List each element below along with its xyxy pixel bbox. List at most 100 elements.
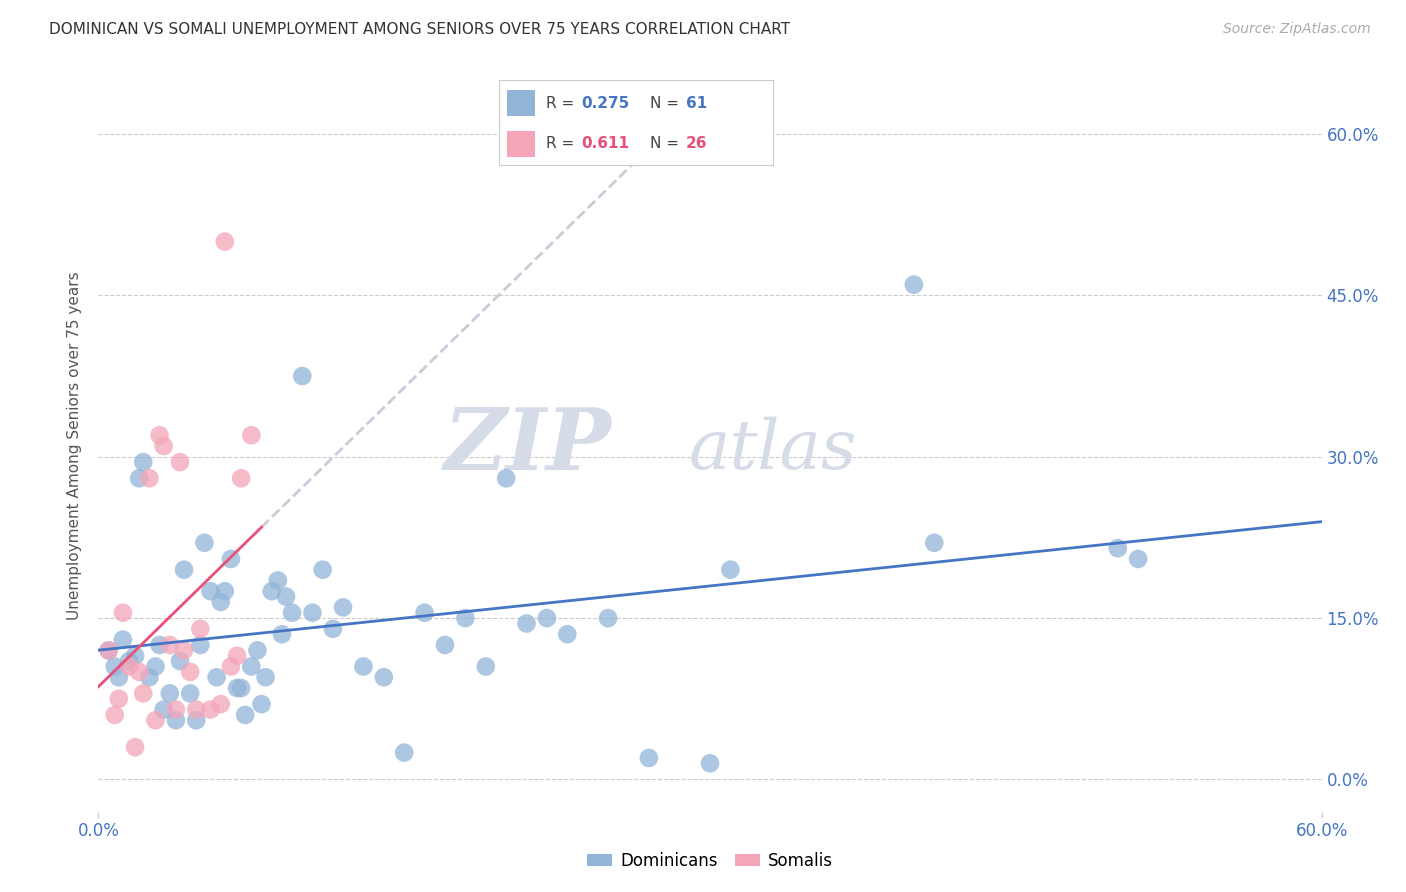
Point [332,600,354,615]
Point [124,648,146,663]
Point [233,707,256,722]
Point [254,670,277,684]
Point [173,643,195,657]
Point [454,611,477,625]
Text: ZIP: ZIP [444,404,612,488]
Point [214,584,236,599]
Point [186,702,208,716]
Text: DOMINICAN VS SOMALI UNEMPLOYMENT AMONG SENIORS OVER 75 YEARS CORRELATION CHART: DOMINICAN VS SOMALI UNEMPLOYMENT AMONG S… [49,22,790,37]
Point [173,563,195,577]
Point [118,659,141,673]
FancyBboxPatch shape [508,131,534,157]
Point [322,622,344,636]
Text: 0.611: 0.611 [582,136,630,152]
Point [312,563,335,577]
Point [231,471,253,485]
Point [240,428,263,442]
Point [132,455,155,469]
Point [188,622,212,636]
Text: R =: R = [546,95,579,111]
Point [152,439,174,453]
Point [149,428,172,442]
Point [226,648,249,663]
Point [214,235,236,249]
Point [903,277,925,292]
Point [226,681,249,695]
Point [145,659,167,673]
Point [638,751,661,765]
Text: R =: R = [546,136,583,152]
Point [165,714,187,728]
Point [231,681,253,695]
Point [104,659,127,673]
Point [301,606,323,620]
Point [169,654,191,668]
Point [111,632,134,647]
Point [250,697,273,711]
Point [240,659,263,673]
Point [132,686,155,700]
Point [128,665,150,679]
Point [118,654,141,668]
Point [922,536,945,550]
Point [169,455,191,469]
Point [373,670,395,684]
Point [557,627,579,641]
Point [108,691,131,706]
Point [209,697,232,711]
Point [219,552,242,566]
Point [200,702,222,716]
Point [138,670,160,684]
Point [179,686,201,700]
Point [598,611,620,625]
Point [149,638,172,652]
Point [281,606,304,620]
Point [159,638,181,652]
Text: 61: 61 [686,95,707,111]
Point [352,659,374,673]
Point [267,574,290,588]
Point [124,740,146,755]
Point [188,638,212,652]
FancyBboxPatch shape [508,90,534,116]
Text: 26: 26 [686,136,707,152]
Point [179,665,201,679]
Point [152,702,174,716]
Point [495,471,517,485]
Point [97,643,120,657]
Point [111,606,134,620]
Text: N =: N = [650,95,683,111]
Point [219,659,242,673]
Point [165,702,187,716]
Point [104,707,127,722]
Point [474,659,498,673]
Text: N =: N = [650,136,683,152]
Point [193,536,215,550]
Point [291,369,314,384]
Point [1128,552,1150,566]
Y-axis label: Unemployment Among Seniors over 75 years: Unemployment Among Seniors over 75 years [67,272,83,620]
Point [246,643,269,657]
Point [516,616,538,631]
Point [138,471,160,485]
Point [200,584,222,599]
Point [128,471,150,485]
Point [145,714,167,728]
Point [159,686,181,700]
Point [97,643,120,657]
Point [209,595,232,609]
Point [536,611,558,625]
Point [205,670,228,684]
Point [434,638,457,652]
Text: Source: ZipAtlas.com: Source: ZipAtlas.com [1223,22,1371,37]
Point [1107,541,1129,556]
Text: 0.275: 0.275 [582,95,630,111]
Legend: Dominicans, Somalis: Dominicans, Somalis [581,846,839,877]
Point [392,746,416,760]
Point [260,584,283,599]
Text: atlas: atlas [689,417,856,483]
Point [699,756,721,771]
Point [186,714,208,728]
Point [274,590,297,604]
Point [413,606,436,620]
